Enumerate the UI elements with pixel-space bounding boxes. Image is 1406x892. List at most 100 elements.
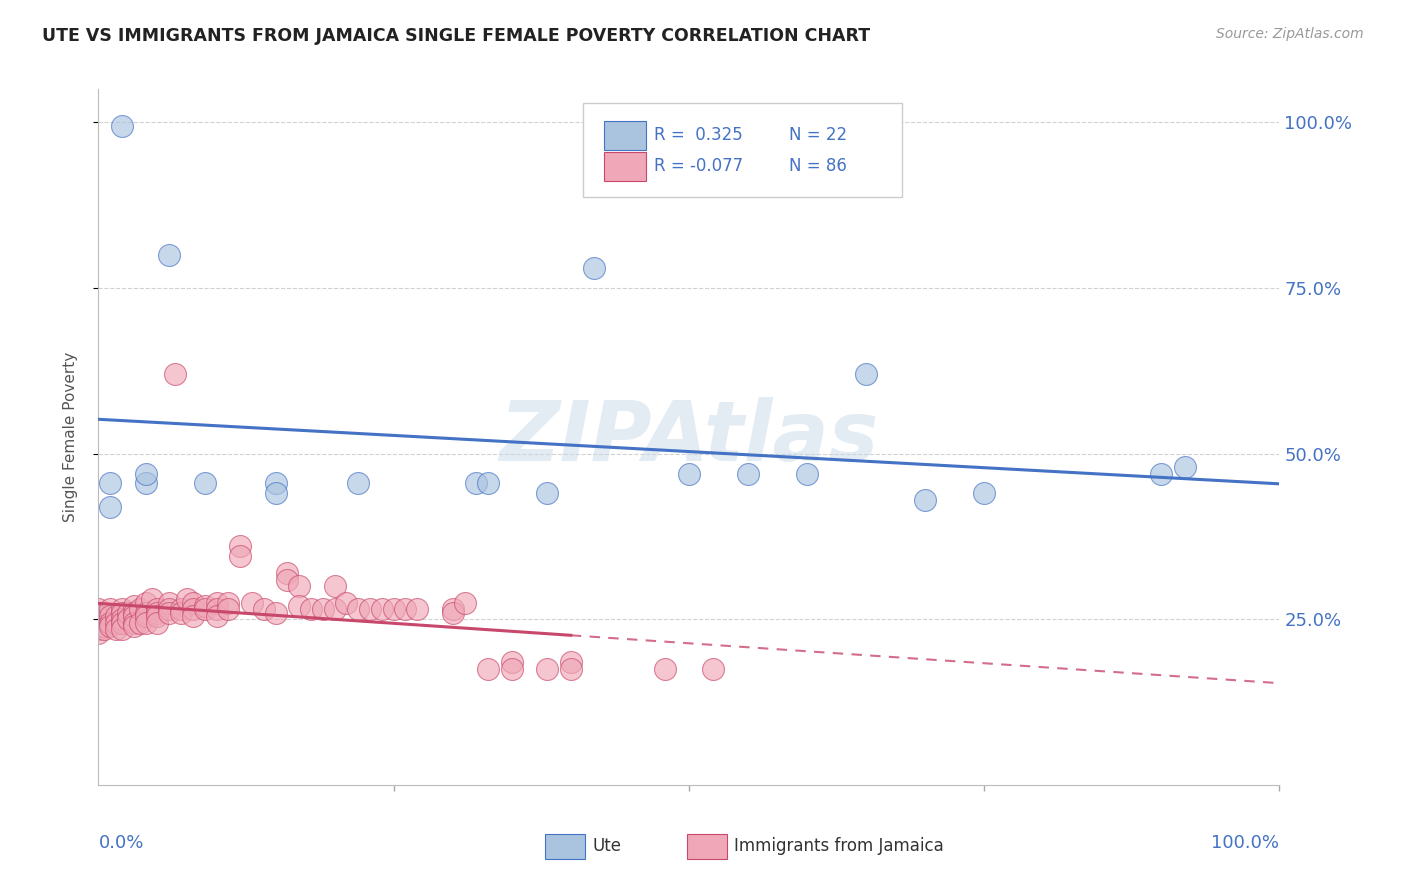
Point <box>288 599 311 613</box>
Point <box>312 602 335 616</box>
Point <box>170 602 193 616</box>
Text: R =  0.325: R = 0.325 <box>654 126 742 145</box>
Point <box>253 602 276 616</box>
Point <box>157 248 180 262</box>
Point <box>973 486 995 500</box>
Point <box>135 476 157 491</box>
Point <box>87 609 110 624</box>
Point <box>536 662 558 676</box>
Point <box>276 566 298 580</box>
Text: R = -0.077: R = -0.077 <box>654 157 742 175</box>
Point <box>135 609 157 624</box>
FancyBboxPatch shape <box>546 834 585 859</box>
Point <box>359 602 381 616</box>
Text: Immigrants from Jamaica: Immigrants from Jamaica <box>734 838 943 855</box>
Point <box>229 540 252 554</box>
Point <box>855 367 877 381</box>
Y-axis label: Single Female Poverty: Single Female Poverty <box>63 352 77 522</box>
FancyBboxPatch shape <box>605 120 647 150</box>
Point <box>93 619 115 633</box>
Point <box>157 606 180 620</box>
Point <box>157 596 180 610</box>
Point <box>453 596 475 610</box>
Point <box>205 596 228 610</box>
Point <box>87 615 110 630</box>
Point <box>128 615 150 630</box>
Point <box>98 500 121 514</box>
Point <box>394 602 416 616</box>
Point <box>205 602 228 616</box>
Point <box>122 609 145 624</box>
Point <box>176 592 198 607</box>
Point <box>323 579 346 593</box>
Point <box>122 606 145 620</box>
Point <box>217 596 239 610</box>
Point <box>87 625 110 640</box>
Point <box>796 467 818 481</box>
Point <box>914 493 936 508</box>
Point <box>347 476 370 491</box>
Point <box>87 619 110 633</box>
Point <box>240 596 263 610</box>
Point <box>146 602 169 616</box>
Text: N = 86: N = 86 <box>789 157 848 175</box>
Point <box>477 662 499 676</box>
Point <box>323 602 346 616</box>
Point <box>165 367 187 381</box>
Point <box>87 602 110 616</box>
Point <box>98 609 121 624</box>
Point <box>406 602 429 616</box>
Point <box>264 606 287 620</box>
Point <box>105 622 128 636</box>
Point <box>1150 467 1173 481</box>
Point <box>702 662 724 676</box>
FancyBboxPatch shape <box>605 152 647 181</box>
Point <box>87 622 110 636</box>
Point <box>111 622 134 636</box>
Point <box>135 467 157 481</box>
Point <box>135 606 157 620</box>
Point <box>501 656 523 670</box>
Point <box>98 619 121 633</box>
Point <box>141 592 163 607</box>
Text: UTE VS IMMIGRANTS FROM JAMAICA SINGLE FEMALE POVERTY CORRELATION CHART: UTE VS IMMIGRANTS FROM JAMAICA SINGLE FE… <box>42 27 870 45</box>
Point <box>122 615 145 630</box>
Point <box>111 612 134 626</box>
Point <box>128 602 150 616</box>
Point <box>347 602 370 616</box>
Point <box>93 622 115 636</box>
FancyBboxPatch shape <box>686 834 727 859</box>
Point <box>194 602 217 616</box>
Point <box>737 467 759 481</box>
Point <box>264 486 287 500</box>
FancyBboxPatch shape <box>582 103 901 197</box>
Point <box>288 579 311 593</box>
Point <box>135 596 157 610</box>
Point <box>654 662 676 676</box>
Point <box>117 606 139 620</box>
Point <box>299 602 322 616</box>
Point <box>111 615 134 630</box>
Point <box>181 596 204 610</box>
Point <box>371 602 394 616</box>
Point <box>560 662 582 676</box>
Point <box>146 615 169 630</box>
Point <box>122 599 145 613</box>
Point <box>111 119 134 133</box>
Point <box>122 619 145 633</box>
Point <box>105 615 128 630</box>
Point <box>465 476 488 491</box>
Text: N = 22: N = 22 <box>789 126 848 145</box>
Text: ZIPAtlas: ZIPAtlas <box>499 397 879 477</box>
Point <box>678 467 700 481</box>
Point <box>441 602 464 616</box>
Point <box>117 612 139 626</box>
Point <box>105 609 128 624</box>
Point <box>276 573 298 587</box>
Point <box>583 261 606 276</box>
Point <box>1174 459 1197 474</box>
Point <box>441 606 464 620</box>
Point <box>205 609 228 624</box>
Point <box>98 476 121 491</box>
Point <box>194 599 217 613</box>
